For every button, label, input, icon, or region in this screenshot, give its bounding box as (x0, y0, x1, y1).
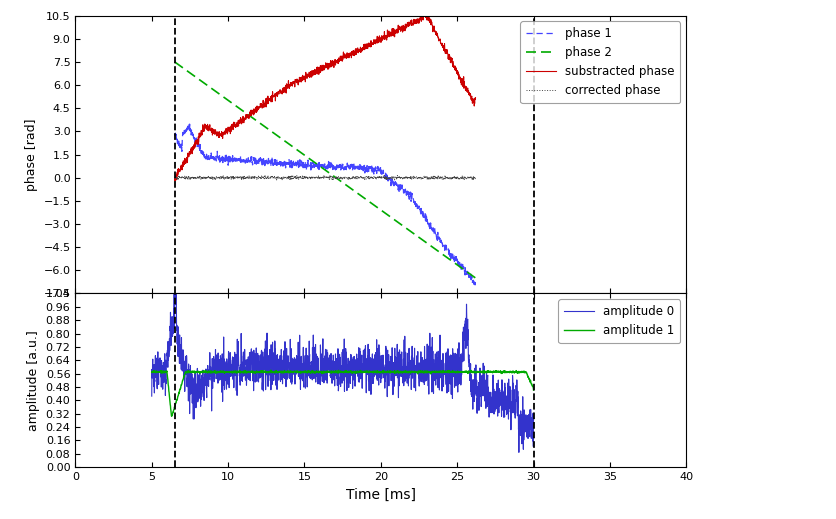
amplitude 1 (276, 368, 286, 375)
corrected phase (170, 175, 180, 182)
Line: amplitude 0: amplitude 0 (151, 291, 533, 453)
phase 2 (170, 59, 180, 65)
amplitude 0 (528, 412, 538, 418)
phase 2 (248, 115, 258, 121)
substracted phase (359, 46, 370, 52)
X-axis label: Time [ms]: Time [ms] (345, 487, 415, 501)
Legend: phase 1, phase 2, substracted phase, corrected phase: phase 1, phase 2, substracted phase, cor… (519, 21, 680, 103)
Line: phase 1: phase 1 (175, 124, 475, 285)
amplitude 0 (415, 364, 425, 371)
corrected phase (423, 177, 433, 183)
phase 1 (344, 166, 354, 172)
corrected phase (373, 173, 383, 179)
amplitude 0 (146, 393, 156, 399)
phase 1 (470, 281, 480, 288)
corrected phase (344, 174, 354, 180)
amplitude 0 (247, 378, 257, 384)
substracted phase (373, 36, 383, 42)
amplitude 0 (457, 329, 467, 335)
Y-axis label: phase [rad]: phase [rad] (25, 118, 38, 191)
Line: corrected phase: corrected phase (175, 175, 475, 180)
amplitude 1 (270, 368, 280, 375)
amplitude 0 (295, 386, 305, 392)
phase 1 (170, 131, 180, 137)
corrected phase (470, 176, 480, 182)
substracted phase (170, 175, 180, 182)
phase 1 (359, 169, 370, 175)
Line: amplitude 1: amplitude 1 (151, 370, 533, 416)
phase 1 (456, 262, 466, 268)
phase 1 (185, 121, 195, 127)
substracted phase (248, 112, 258, 118)
phase 2 (359, 195, 369, 201)
amplitude 1 (247, 368, 257, 374)
amplitude 1 (266, 367, 276, 373)
phase 2 (344, 184, 354, 190)
substracted phase (470, 94, 480, 101)
corrected phase (461, 174, 472, 181)
amplitude 0 (270, 346, 280, 352)
amplitude 1 (295, 370, 305, 376)
amplitude 1 (457, 369, 467, 375)
phase 2 (470, 275, 480, 281)
substracted phase (344, 54, 354, 61)
corrected phase (248, 173, 258, 180)
phase 2 (461, 268, 471, 275)
substracted phase (461, 86, 472, 92)
amplitude 0 (169, 288, 179, 294)
Y-axis label: amplitude [a.u.]: amplitude [a.u.] (27, 330, 40, 431)
substracted phase (456, 79, 466, 85)
amplitude 1 (146, 369, 156, 375)
Line: substracted phase: substracted phase (175, 13, 475, 181)
substracted phase (421, 10, 431, 16)
phase 1 (248, 157, 258, 163)
phase 2 (372, 205, 382, 211)
corrected phase (359, 176, 370, 183)
corrected phase (456, 173, 466, 179)
Legend: amplitude 0, amplitude 1: amplitude 0, amplitude 1 (558, 299, 680, 343)
phase 1 (470, 282, 480, 288)
substracted phase (170, 177, 180, 184)
amplitude 1 (415, 368, 426, 375)
amplitude 0 (276, 366, 286, 372)
corrected phase (324, 172, 334, 178)
amplitude 0 (513, 449, 523, 456)
phase 1 (461, 271, 472, 278)
amplitude 1 (166, 413, 176, 419)
Line: phase 2: phase 2 (175, 62, 475, 278)
amplitude 1 (528, 387, 538, 393)
phase 1 (373, 168, 383, 174)
phase 2 (456, 265, 466, 271)
